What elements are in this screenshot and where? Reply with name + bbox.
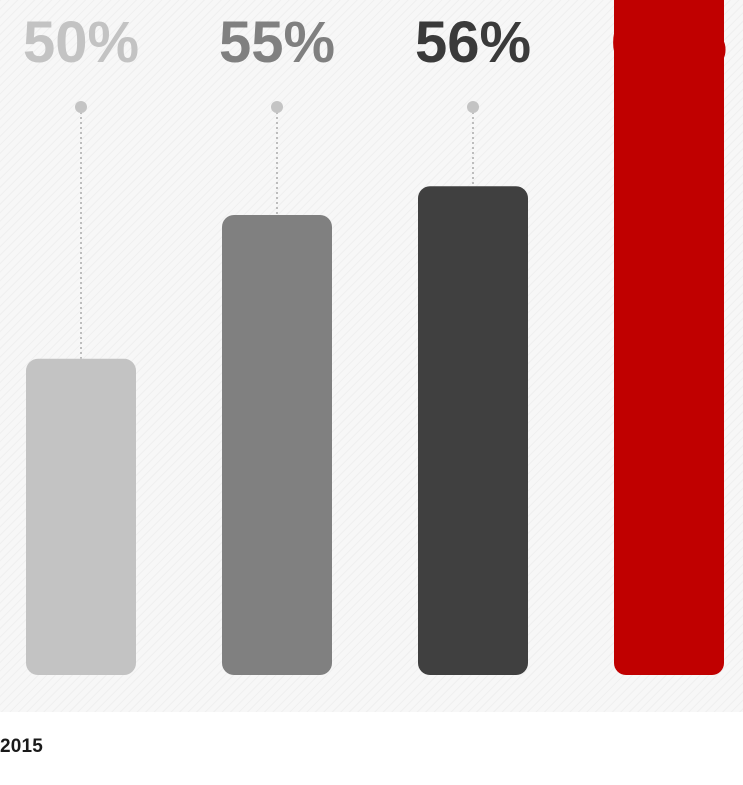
- bar-chart: 50% 55% 56% 67%: [0, 0, 743, 712]
- leader-dot: [271, 101, 283, 113]
- leader-dot: [467, 101, 479, 113]
- leader-dot: [75, 101, 87, 113]
- data-label: 50%: [23, 10, 139, 75]
- bar: [614, 0, 724, 675]
- bar: [418, 186, 528, 675]
- footer-year-label: 2015: [0, 736, 44, 757]
- data-label: 55%: [219, 10, 335, 75]
- bar: [222, 215, 332, 675]
- bar: [26, 358, 136, 675]
- footer-band: [0, 712, 743, 785]
- data-label: 67%: [611, 10, 727, 75]
- data-label: 56%: [415, 10, 531, 75]
